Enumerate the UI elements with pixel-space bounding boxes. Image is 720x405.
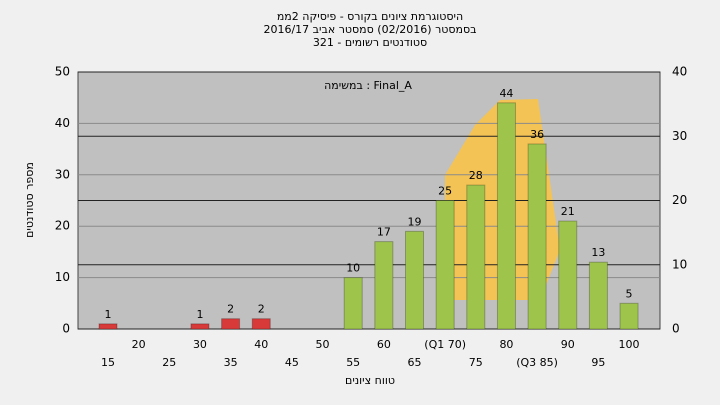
y-tick-label: 40	[55, 116, 70, 130]
bar	[251, 318, 271, 330]
bar	[527, 143, 547, 330]
x-tick-label: 100	[619, 338, 640, 351]
bar	[435, 200, 455, 330]
y2-tick-label: 0	[672, 322, 680, 336]
bar	[343, 277, 363, 330]
data-label: 19	[408, 215, 422, 228]
y2-tick-label: 30	[672, 129, 687, 143]
y-tick-label: 10	[55, 270, 70, 284]
bar	[619, 302, 639, 330]
data-label: 2	[258, 303, 265, 316]
y-tick-label: 30	[55, 167, 70, 181]
data-label: 13	[591, 246, 605, 259]
bar	[98, 323, 118, 330]
x-axis-label: טווח ציונים	[345, 374, 395, 387]
x-tick-label: 30	[193, 338, 207, 351]
data-label: 2	[227, 303, 234, 316]
bar	[558, 220, 578, 330]
bar	[466, 184, 486, 330]
y-tick-label: 0	[62, 322, 70, 336]
x-tick-label: 80	[499, 338, 513, 351]
bar	[374, 241, 394, 330]
x-tick-label: 25	[162, 356, 176, 369]
data-label: 10	[346, 262, 360, 275]
y2-tick-label: 20	[672, 193, 687, 207]
x-tick-label: 60	[377, 338, 391, 351]
data-label: 1	[196, 308, 203, 321]
x-tick-label: 95	[591, 356, 605, 369]
data-label: 28	[469, 169, 483, 182]
x-tick-label: (Q1 70)	[424, 338, 466, 351]
data-label: 5	[626, 287, 633, 300]
x-tick-label: 50	[316, 338, 330, 351]
bar	[405, 230, 424, 330]
data-label: 25	[438, 185, 452, 198]
x-tick-label: 90	[561, 338, 575, 351]
data-label: 17	[377, 226, 391, 239]
chart-title: היסטוגרמת ציונים בקורס - פיסיקה 2ממ	[277, 10, 463, 23]
x-tick-label: 75	[469, 356, 483, 369]
x-tick-label: 15	[101, 356, 115, 369]
x-tick-label: 35	[224, 356, 238, 369]
annotation: במשימה : Final_A	[324, 79, 412, 92]
bar	[588, 261, 608, 330]
bar	[190, 323, 210, 330]
x-tick-label: 55	[346, 356, 360, 369]
bar	[496, 102, 516, 330]
chart-subtitle: סטודנטים רשומים - 321	[313, 36, 427, 49]
data-label: 21	[561, 205, 575, 218]
y-tick-label: 20	[55, 219, 70, 233]
x-tick-label: 65	[408, 356, 422, 369]
chart-subtitle: בסמסטר (02/2016) סמסטר אביב 2016/17	[263, 23, 476, 36]
y2-tick-label: 10	[672, 257, 687, 271]
x-tick-label: 20	[132, 338, 146, 351]
y-axis-label: מספר סטודנטים	[23, 162, 36, 238]
y2-tick-label: 40	[672, 65, 687, 79]
y-tick-label: 50	[55, 65, 70, 79]
data-label: 44	[499, 87, 513, 100]
x-tick-label: 45	[285, 356, 299, 369]
x-tick-label: 40	[254, 338, 268, 351]
x-tick-label: (Q3 85)	[516, 356, 558, 369]
data-label: 1	[105, 308, 112, 321]
data-label: 36	[530, 128, 544, 141]
bar	[221, 318, 241, 330]
